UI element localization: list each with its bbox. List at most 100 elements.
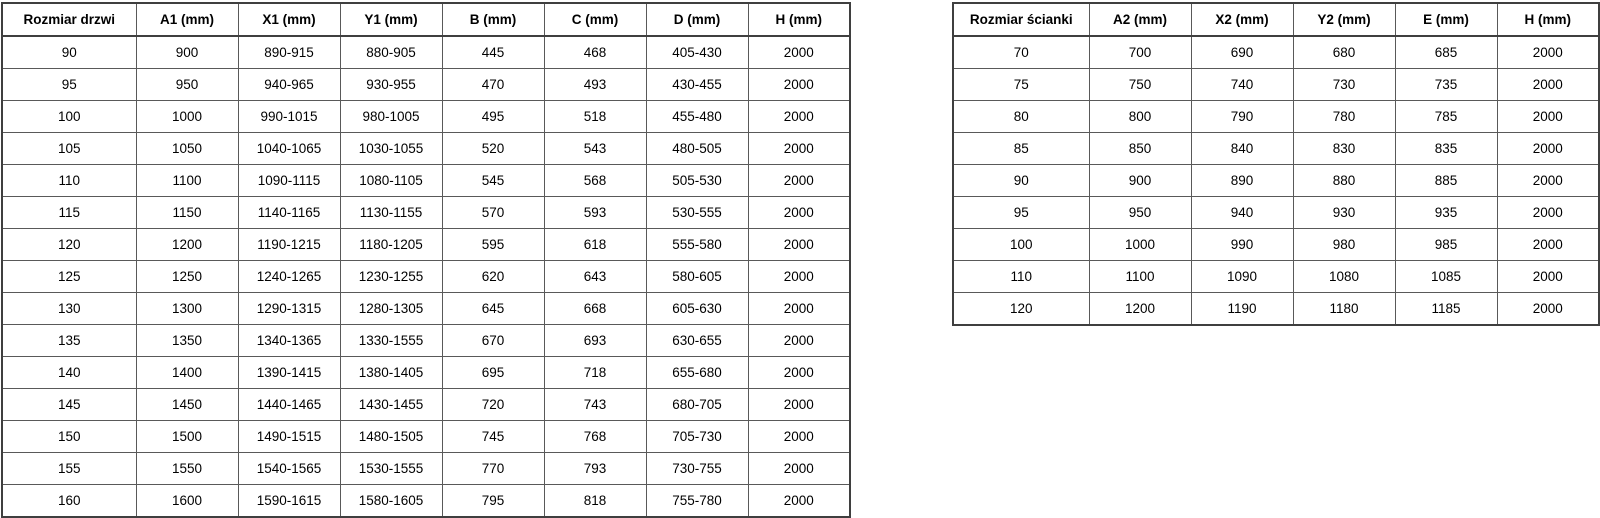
table-cell: 1340-1365 <box>237 324 341 357</box>
table-cell: 1330-1555 <box>339 324 443 357</box>
table-cell: 1290-1315 <box>237 292 341 325</box>
table-cell: 655-680 <box>645 356 749 389</box>
table-row: 110 1100 1090 1080 1085 2000 <box>952 260 1600 293</box>
table-cell: 2000 <box>1496 260 1600 293</box>
table-cell: 768 <box>543 420 647 453</box>
table-cell: 1080-1105 <box>339 164 443 197</box>
table-cell: 1400 <box>135 356 239 389</box>
table-cell: 155 <box>1 452 137 485</box>
table-cell: 840 <box>1190 132 1294 165</box>
table-cell: 1390-1415 <box>237 356 341 389</box>
table-cell: 593 <box>543 196 647 229</box>
table-cell: 495 <box>441 100 545 133</box>
table-cell: 818 <box>543 484 647 518</box>
table-row: 120 1200 1190 1180 1185 2000 <box>952 292 1600 326</box>
table-cell: 900 <box>1088 164 1192 197</box>
table-cell: 455-480 <box>645 100 749 133</box>
table-cell: 690 <box>1190 35 1294 69</box>
table-cell: 730 <box>1292 68 1396 101</box>
header-cell: Rozmiar drzwi <box>1 2 137 37</box>
table-row: 90 900 890-915 880-905 445 468 405-430 2000 <box>1 35 851 69</box>
table-row: 105 1050 1040-1065 1030-1055 520 543 480-505 20… <box>1 132 851 165</box>
table-cell: 1090-1115 <box>237 164 341 197</box>
table-cell: 2000 <box>747 388 851 421</box>
table-cell: 770 <box>441 452 545 485</box>
table-cell: 1000 <box>135 100 239 133</box>
header-cell: Y2 (mm) <box>1292 2 1396 37</box>
table-cell: 1550 <box>135 452 239 485</box>
table-cell: 950 <box>1088 196 1192 229</box>
table-cell: 1590-1615 <box>237 484 341 518</box>
header-cell: H (mm) <box>747 2 851 37</box>
table-cell: 745 <box>441 420 545 453</box>
table-cell: 980-1005 <box>339 100 443 133</box>
table-cell: 793 <box>543 452 647 485</box>
table-cell: 1000 <box>1088 228 1192 261</box>
header-cell: H (mm) <box>1496 2 1600 37</box>
table-row: 100 1000 990 980 985 2000 <box>952 228 1600 261</box>
table-cell: 755-780 <box>645 484 749 518</box>
table-cell: 880-905 <box>339 35 443 69</box>
table-cell: 568 <box>543 164 647 197</box>
table-cell: 2000 <box>747 132 851 165</box>
header-row: Rozmiar drzwi A1 (mm) X1 (mm) Y1 (mm) B (mm)… <box>1 2 851 37</box>
table-cell: 668 <box>543 292 647 325</box>
table-cell: 1100 <box>135 164 239 197</box>
table-cell: 743 <box>543 388 647 421</box>
table-row: 120 1200 1190-1215 1180-1205 595 618 555-580 20… <box>1 228 851 261</box>
table-cell: 930-955 <box>339 68 443 101</box>
header-cell: X2 (mm) <box>1190 2 1294 37</box>
table-cell: 1490-1515 <box>237 420 341 453</box>
table-cell: 645 <box>441 292 545 325</box>
table-cell: 605-630 <box>645 292 749 325</box>
table-cell: 1185 <box>1394 292 1498 326</box>
table-row: 85 850 840 830 835 2000 <box>952 132 1600 165</box>
table-row: 160 1600 1590-1615 1580-1605 795 818 755-780 20… <box>1 484 851 518</box>
table-cell: 2000 <box>1496 164 1600 197</box>
table-cell: 1040-1065 <box>237 132 341 165</box>
table-cell: 110 <box>952 260 1090 293</box>
table-cell: 520 <box>441 132 545 165</box>
table-cell: 80 <box>952 100 1090 133</box>
table-cell: 835 <box>1394 132 1498 165</box>
table-cell: 800 <box>1088 100 1192 133</box>
table-cell: 470 <box>441 68 545 101</box>
table-cell: 150 <box>1 420 137 453</box>
table-row: 115 1150 1140-1165 1130-1155 570 593 530-555 20… <box>1 196 851 229</box>
table-cell: 1580-1605 <box>339 484 443 518</box>
table-cell: 1085 <box>1394 260 1498 293</box>
table-row: 75 750 740 730 735 2000 <box>952 68 1600 101</box>
table-cell: 1350 <box>135 324 239 357</box>
table-cell: 940-965 <box>237 68 341 101</box>
table-cell: 750 <box>1088 68 1192 101</box>
header-cell: Y1 (mm) <box>339 2 443 37</box>
header-cell: B (mm) <box>441 2 545 37</box>
table-cell: 1080 <box>1292 260 1396 293</box>
table-cell: 830 <box>1292 132 1396 165</box>
table-row: 130 1300 1290-1315 1280-1305 645 668 605-630 20… <box>1 292 851 325</box>
table-cell: 1480-1505 <box>339 420 443 453</box>
table-cell: 985 <box>1394 228 1498 261</box>
header-cell: A1 (mm) <box>135 2 239 37</box>
table-row: 95 950 940 930 935 2000 <box>952 196 1600 229</box>
table-cell: 100 <box>1 100 137 133</box>
table-cell: 493 <box>543 68 647 101</box>
table-cell: 940 <box>1190 196 1294 229</box>
table-cell: 480-505 <box>645 132 749 165</box>
table-cell: 1190-1215 <box>237 228 341 261</box>
table-cell: 125 <box>1 260 137 293</box>
table-cell: 1090 <box>1190 260 1294 293</box>
table-cell: 1180 <box>1292 292 1396 326</box>
table-cell: 2000 <box>747 452 851 485</box>
table-cell: 2000 <box>747 68 851 101</box>
table-row: 110 1100 1090-1115 1080-1105 545 568 505-530 20… <box>1 164 851 197</box>
table-cell: 1500 <box>135 420 239 453</box>
table-cell: 85 <box>952 132 1090 165</box>
header-cell: E (mm) <box>1394 2 1498 37</box>
table-cell: 990-1015 <box>237 100 341 133</box>
table-cell: 740 <box>1190 68 1294 101</box>
table-cell: 1240-1265 <box>237 260 341 293</box>
table-cell: 2000 <box>747 292 851 325</box>
table-cell: 468 <box>543 35 647 69</box>
table-cell: 570 <box>441 196 545 229</box>
